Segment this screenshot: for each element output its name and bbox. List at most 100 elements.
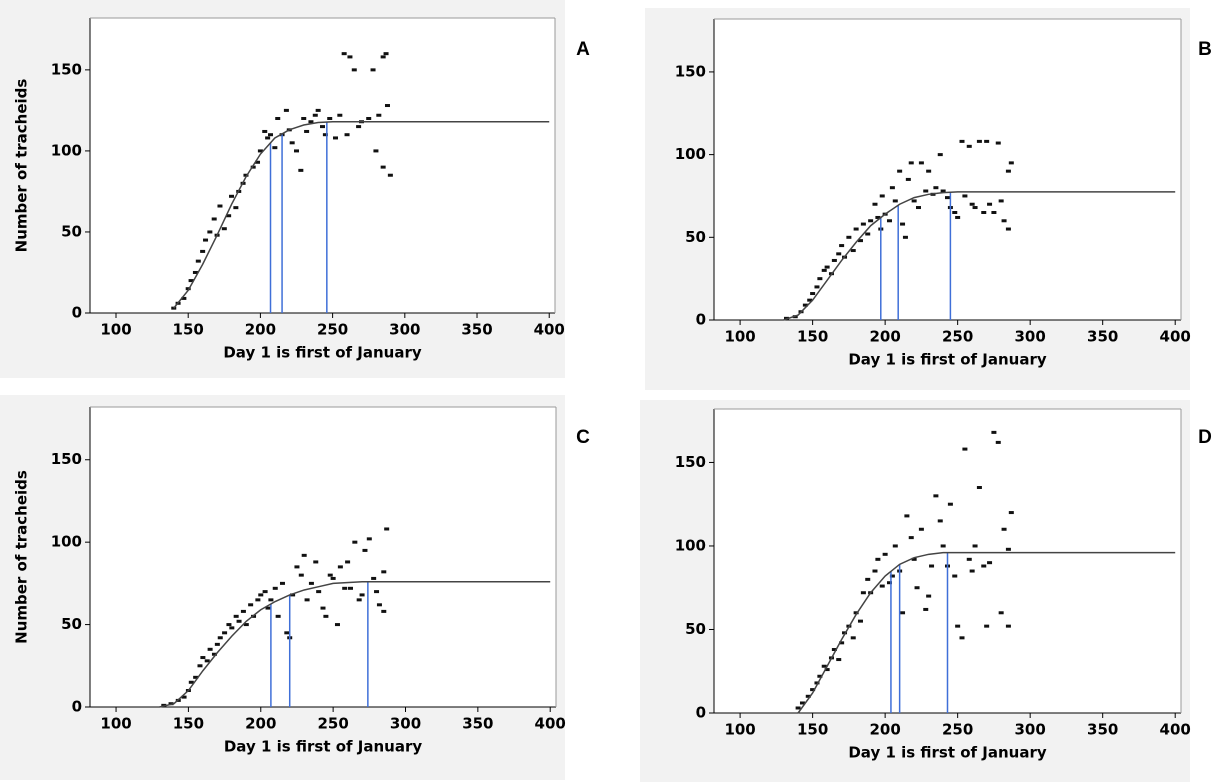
plot-area <box>90 407 556 707</box>
data-point <box>384 527 390 531</box>
data-point <box>304 598 310 602</box>
data-point <box>882 552 888 556</box>
data-point <box>337 113 343 117</box>
x-tick-label: 150 <box>173 321 204 339</box>
data-point <box>200 656 206 660</box>
data-point <box>188 279 194 283</box>
data-point <box>342 586 348 590</box>
x-tick-label: 100 <box>724 721 755 739</box>
x-tick-label: 200 <box>869 328 900 346</box>
x-axis-label: Day 1 is first of January <box>224 738 423 756</box>
data-point <box>351 68 357 72</box>
data-point <box>914 586 920 590</box>
data-point <box>315 108 321 112</box>
data-point <box>810 688 816 692</box>
data-point <box>839 244 845 248</box>
fitted-curve <box>159 580 551 708</box>
data-point <box>347 55 353 59</box>
data-point <box>203 238 209 242</box>
data-point <box>875 557 881 561</box>
data-point <box>284 631 290 635</box>
data-point <box>908 161 914 165</box>
data-point <box>192 270 198 274</box>
data-point <box>334 623 340 627</box>
data-point <box>969 569 975 573</box>
y-tick-label: 50 <box>61 615 82 633</box>
data-point <box>272 146 278 150</box>
data-point <box>265 136 271 140</box>
data-point <box>807 298 813 302</box>
data-point <box>181 695 187 699</box>
data-point <box>998 611 1004 615</box>
data-point <box>294 149 300 153</box>
data-point <box>204 659 210 663</box>
data-point <box>904 514 910 518</box>
data-point <box>362 548 368 552</box>
data-point <box>860 222 866 226</box>
data-point <box>984 139 990 143</box>
data-point <box>243 173 249 177</box>
x-tick-label: 300 <box>389 321 420 339</box>
data-point <box>275 614 281 618</box>
data-point <box>181 296 187 300</box>
plot-area <box>90 18 555 313</box>
data-point <box>1001 527 1007 531</box>
data-point <box>799 701 805 705</box>
data-point <box>984 624 990 628</box>
data-point <box>344 133 350 137</box>
data-point <box>966 144 972 148</box>
y-axis-label: Number of tracheids <box>13 470 31 644</box>
data-point <box>824 265 830 269</box>
data-point <box>345 560 351 564</box>
data-point <box>1005 227 1011 231</box>
data-point <box>902 235 908 239</box>
x-tick-label: 250 <box>317 715 348 733</box>
data-point <box>940 544 946 548</box>
data-point <box>860 591 866 595</box>
data-point <box>257 149 263 153</box>
data-point <box>959 139 965 143</box>
data-point <box>1005 547 1011 551</box>
y-tick-label: 150 <box>675 62 706 80</box>
data-point <box>918 161 924 165</box>
x-tick-label: 200 <box>869 721 900 739</box>
data-point <box>233 206 239 210</box>
data-point <box>229 194 235 198</box>
y-tick-label: 100 <box>675 145 706 163</box>
x-tick-label: 250 <box>317 321 348 339</box>
data-point <box>383 52 389 56</box>
x-axis-label: Day 1 is first of January <box>223 344 422 362</box>
data-point <box>952 574 958 578</box>
data-point <box>814 285 820 289</box>
x-axis-label: Day 1 is first of January <box>848 744 1047 762</box>
data-point <box>308 120 314 124</box>
data-point <box>217 204 223 208</box>
data-point <box>211 652 217 656</box>
data-point <box>1005 169 1011 173</box>
data-point <box>258 593 264 597</box>
data-point <box>933 494 939 498</box>
data-point <box>193 675 199 679</box>
data-point <box>352 540 358 544</box>
data-point <box>995 440 1001 444</box>
data-point <box>381 609 387 613</box>
data-point <box>889 186 895 190</box>
data-point <box>802 303 808 307</box>
data-point <box>308 581 314 585</box>
x-tick-label: 100 <box>724 328 755 346</box>
data-point <box>211 217 217 221</box>
x-tick-label: 200 <box>245 321 276 339</box>
data-point <box>279 581 285 585</box>
x-tick-label: 300 <box>1015 721 1046 739</box>
y-tick-label: 100 <box>51 533 82 551</box>
data-point <box>991 211 997 214</box>
data-point <box>926 169 932 173</box>
data-point <box>323 614 329 618</box>
plot-area <box>714 19 1181 320</box>
data-point <box>304 129 310 133</box>
data-point <box>240 609 246 613</box>
data-point <box>195 259 201 263</box>
data-point <box>875 215 881 219</box>
data-point <box>1008 511 1014 515</box>
data-point <box>952 211 958 214</box>
